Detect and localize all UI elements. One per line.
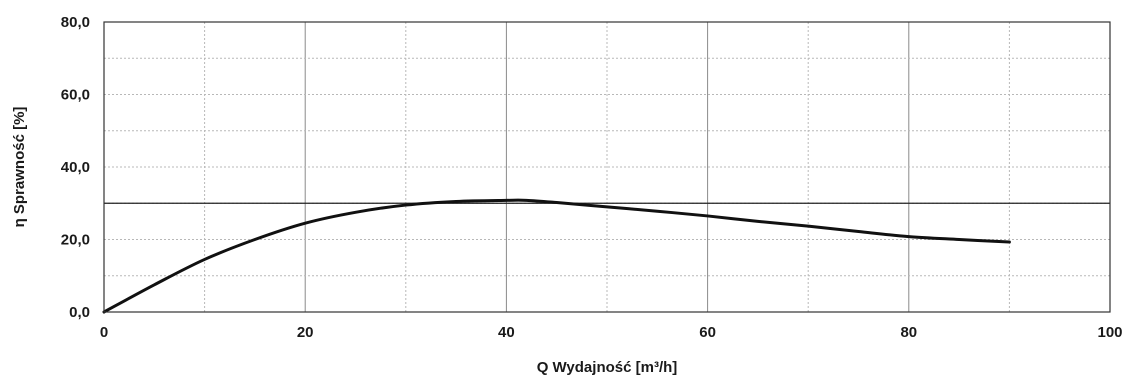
x-tick-label: 100 bbox=[1097, 324, 1122, 341]
efficiency-curve-0 bbox=[102, 198, 1011, 314]
x-axis-title: Q Wydajność [m³/h] bbox=[537, 359, 678, 376]
y-tick-label: 80,0 bbox=[61, 14, 90, 31]
y-tick-label: 40,0 bbox=[61, 159, 90, 176]
x-tick-label: 20 bbox=[297, 324, 314, 341]
y-tick-label: 0,0 bbox=[69, 304, 90, 321]
x-tick-label: 0 bbox=[100, 324, 108, 341]
grid-layer bbox=[104, 22, 1110, 312]
y-tick-label: 20,0 bbox=[61, 232, 90, 249]
x-tick-label: 40 bbox=[498, 324, 515, 341]
x-tick-labels: 0 20 40 60 80 100 bbox=[100, 324, 1123, 341]
y-tick-labels: 0,0 20,0 40,0 60,0 80,0 bbox=[61, 14, 90, 321]
y-tick-label: 60,0 bbox=[61, 87, 90, 104]
x-tick-label: 60 bbox=[699, 324, 716, 341]
y-axis-title: η Sprawność [%] bbox=[11, 107, 28, 228]
x-tick-label: 80 bbox=[900, 324, 917, 341]
plot-frame bbox=[103, 21, 1111, 313]
series-layer bbox=[102, 198, 1011, 314]
